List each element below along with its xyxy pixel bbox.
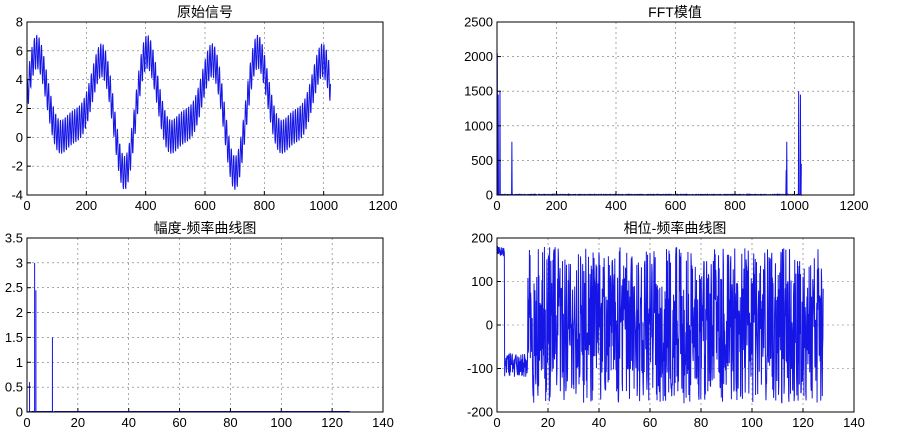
x-tick-label: 400 [605,198,627,213]
x-tick-label: 1000 [309,198,338,213]
x-tick-label: 0 [23,198,30,213]
title-amplitude-frequency: 幅度-频率曲线图 [154,220,257,236]
y-tick-label: -4 [11,188,23,203]
subplot-original-signal: 原始信号 0 200 400 600 800 1000 1200 -4 -2 0 2 4 6 8 [11,4,397,213]
y-tick-label: 3.5 [5,231,23,246]
y-tick-label: 200 [471,231,493,246]
x-tick-label: 40 [592,415,606,430]
subplot-amplitude-frequency: 幅度-频率曲线图 0 20 40 60 80 100 120 140 0 0.5 1 1.5 2 2.5 3… [5,220,394,430]
ticks-fft-magnitude: 0 200 400 600 800 1000 1200 0 500 1000 1500 2000 250… [464,15,868,214]
subplot-fft-magnitude: FFT模值 0 200 400 600 800 1000 1200 0 500 1000 1500 2… [464,4,868,213]
x-tick-label: 200 [546,198,568,213]
y-tick-label: 4 [16,72,23,87]
y-tick-label: 2500 [464,15,493,30]
y-tick-label: 0 [16,130,23,145]
x-tick-label: 100 [270,415,292,430]
x-tick-label: 600 [665,198,687,213]
x-tick-label: 120 [321,415,343,430]
subplot-phase-frequency: 相位-频率曲线图 0 20 40 60 80 100 120 140 -200 -100 0 100 2… [467,220,865,430]
y-tick-label: 2 [16,101,23,116]
y-tick-label: 2 [16,305,23,320]
y-tick-label: 6 [16,43,23,58]
phase-line [496,245,824,404]
x-tick-label: 800 [253,198,275,213]
title-original-signal: 原始信号 [177,4,233,20]
x-tick-label: 800 [724,198,746,213]
y-tick-label: 1.5 [5,330,23,345]
x-tick-label: 1000 [780,198,809,213]
signal-line [26,34,331,190]
x-tick-label: 60 [172,415,186,430]
y-tick-label: 0 [16,405,23,420]
y-tick-label: 0 [486,188,493,203]
x-tick-label: 40 [121,415,135,430]
x-tick-label: 80 [223,415,237,430]
y-tick-label: -200 [467,405,493,420]
ticks-original-signal: 0 200 400 600 800 1000 1200 -4 -2 0 2 4 6 8 [11,15,397,214]
x-tick-label: 120 [792,415,814,430]
y-tick-label: 500 [471,153,493,168]
x-tick-label: 140 [372,415,394,430]
x-tick-label: 400 [135,198,157,213]
x-tick-label: 200 [75,198,97,213]
x-tick-label: 600 [194,198,216,213]
fft-magnitude-line [496,53,802,197]
x-tick-label: 1200 [369,198,398,213]
y-tick-label: -2 [11,159,23,174]
y-tick-label: 0 [486,318,493,333]
x-tick-label: 0 [493,198,500,213]
y-tick-label: 1500 [464,84,493,99]
trace-original-signal [26,34,331,190]
y-tick-label: -100 [467,361,493,376]
y-tick-label: 100 [471,274,493,289]
ticks-amplitude-frequency: 0 20 40 60 80 100 120 140 0 0.5 1 1.5 2 2.5 3 3.5 [5,231,394,431]
x-tick-label: 20 [541,415,555,430]
y-tick-label: 2000 [464,49,493,64]
x-tick-label: 140 [843,415,865,430]
grid-original-signal [27,22,383,195]
x-tick-label: 100 [741,415,763,430]
y-tick-label: 3 [16,255,23,270]
y-tick-label: 0.5 [5,380,23,395]
axes-frame-amplitude-frequency [26,237,384,413]
y-tick-label: 2.5 [5,280,23,295]
y-tick-label: 1 [16,355,23,370]
trace-fft-magnitude [496,53,802,197]
trace-phase-frequency [496,245,824,404]
x-tick-label: 1200 [840,198,869,213]
ticks-phase-frequency: 0 20 40 60 80 100 120 140 -200 -100 0 100 200 [467,231,865,431]
grid-fft-magnitude [497,22,854,195]
x-tick-label: 60 [643,415,657,430]
x-tick-label: 20 [71,415,85,430]
grid-amplitude-frequency [27,238,383,412]
y-tick-label: 1000 [464,118,493,133]
x-tick-label: 0 [493,415,500,430]
y-tick-label: 8 [16,15,23,30]
title-phase-frequency: 相位-频率曲线图 [624,220,727,236]
title-fft-magnitude: FFT模值 [648,4,702,20]
x-tick-label: 80 [694,415,708,430]
x-tick-label: 0 [23,415,30,430]
